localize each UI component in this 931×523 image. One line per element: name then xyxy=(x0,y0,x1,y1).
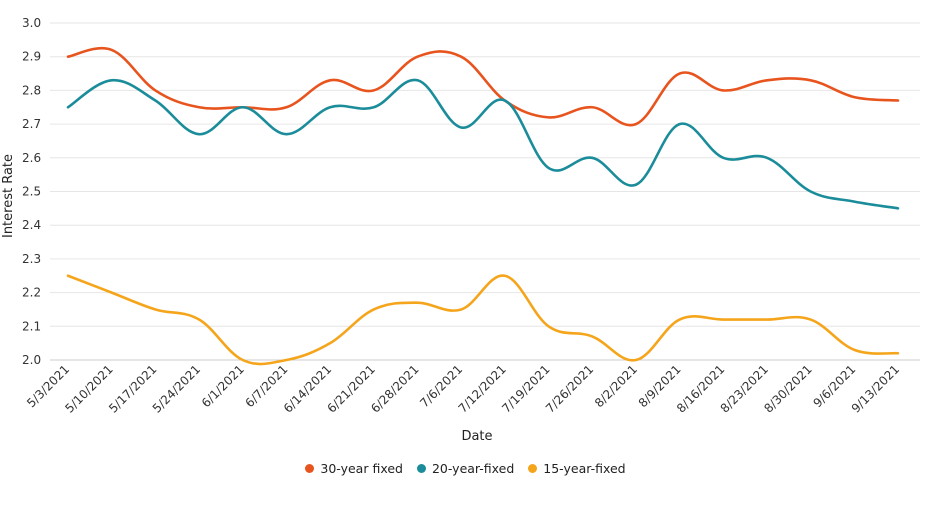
legend-item: 15-year-fixed xyxy=(528,461,626,476)
series-lines xyxy=(66,46,900,366)
series-line-3 xyxy=(66,274,900,366)
legend-label: 30-year fixed xyxy=(320,461,403,476)
x-tick-label: 8/2/2021 xyxy=(592,362,640,410)
y-tick-label: 2.2 xyxy=(22,286,41,300)
x-tick-label: 5/24/2021 xyxy=(150,362,203,415)
x-tick-label: 6/1/2021 xyxy=(199,362,247,410)
legend-label: 15-year-fixed xyxy=(543,461,626,476)
y-tick-label: 2.5 xyxy=(22,185,41,199)
y-tick-label: 2.0 xyxy=(22,353,41,367)
y-tick-label: 2.9 xyxy=(22,50,41,64)
y-tick-label: 2.1 xyxy=(22,319,41,333)
legend-label: 20-year-fixed xyxy=(431,461,515,476)
legend-marker xyxy=(528,464,538,473)
y-axis-ticks: 2.0 2.1 2.2 2.3 2.4 2.5 2.6 2.7 2.8 2.9 3.0 xyxy=(22,16,41,367)
y-tick-label: 3.0 xyxy=(22,16,41,30)
x-tick-label: 7/26/2021 xyxy=(543,362,596,415)
y-tick-label: 2.8 xyxy=(22,83,41,97)
y-tick-label: 2.3 xyxy=(22,252,41,266)
x-tick-label: 9/13/2021 xyxy=(849,362,902,415)
x-tick-label: 8/30/2021 xyxy=(761,362,814,415)
x-tick-label: 6/28/2021 xyxy=(368,362,421,415)
legend-marker xyxy=(416,464,426,473)
y-axis-title: Interest Rate xyxy=(1,154,16,238)
legend-item: 30-year fixed xyxy=(305,461,403,476)
series-line-2 xyxy=(66,78,900,210)
legend-marker xyxy=(305,464,315,473)
y-tick-label: 2.4 xyxy=(22,218,41,232)
legend: 30-year fixed 20-year-fixed 15-year-fixed xyxy=(0,461,931,476)
legend-item: 20-year-fixed xyxy=(416,461,515,476)
series-line-1 xyxy=(66,46,900,127)
x-axis-ticks: 5/3/20215/10/20215/17/20215/24/20216/1/2… xyxy=(24,362,902,415)
gridlines xyxy=(50,22,920,361)
y-tick-label: 2.6 xyxy=(22,151,41,165)
x-axis-title: Date xyxy=(461,429,492,444)
y-tick-label: 2.7 xyxy=(22,117,41,131)
